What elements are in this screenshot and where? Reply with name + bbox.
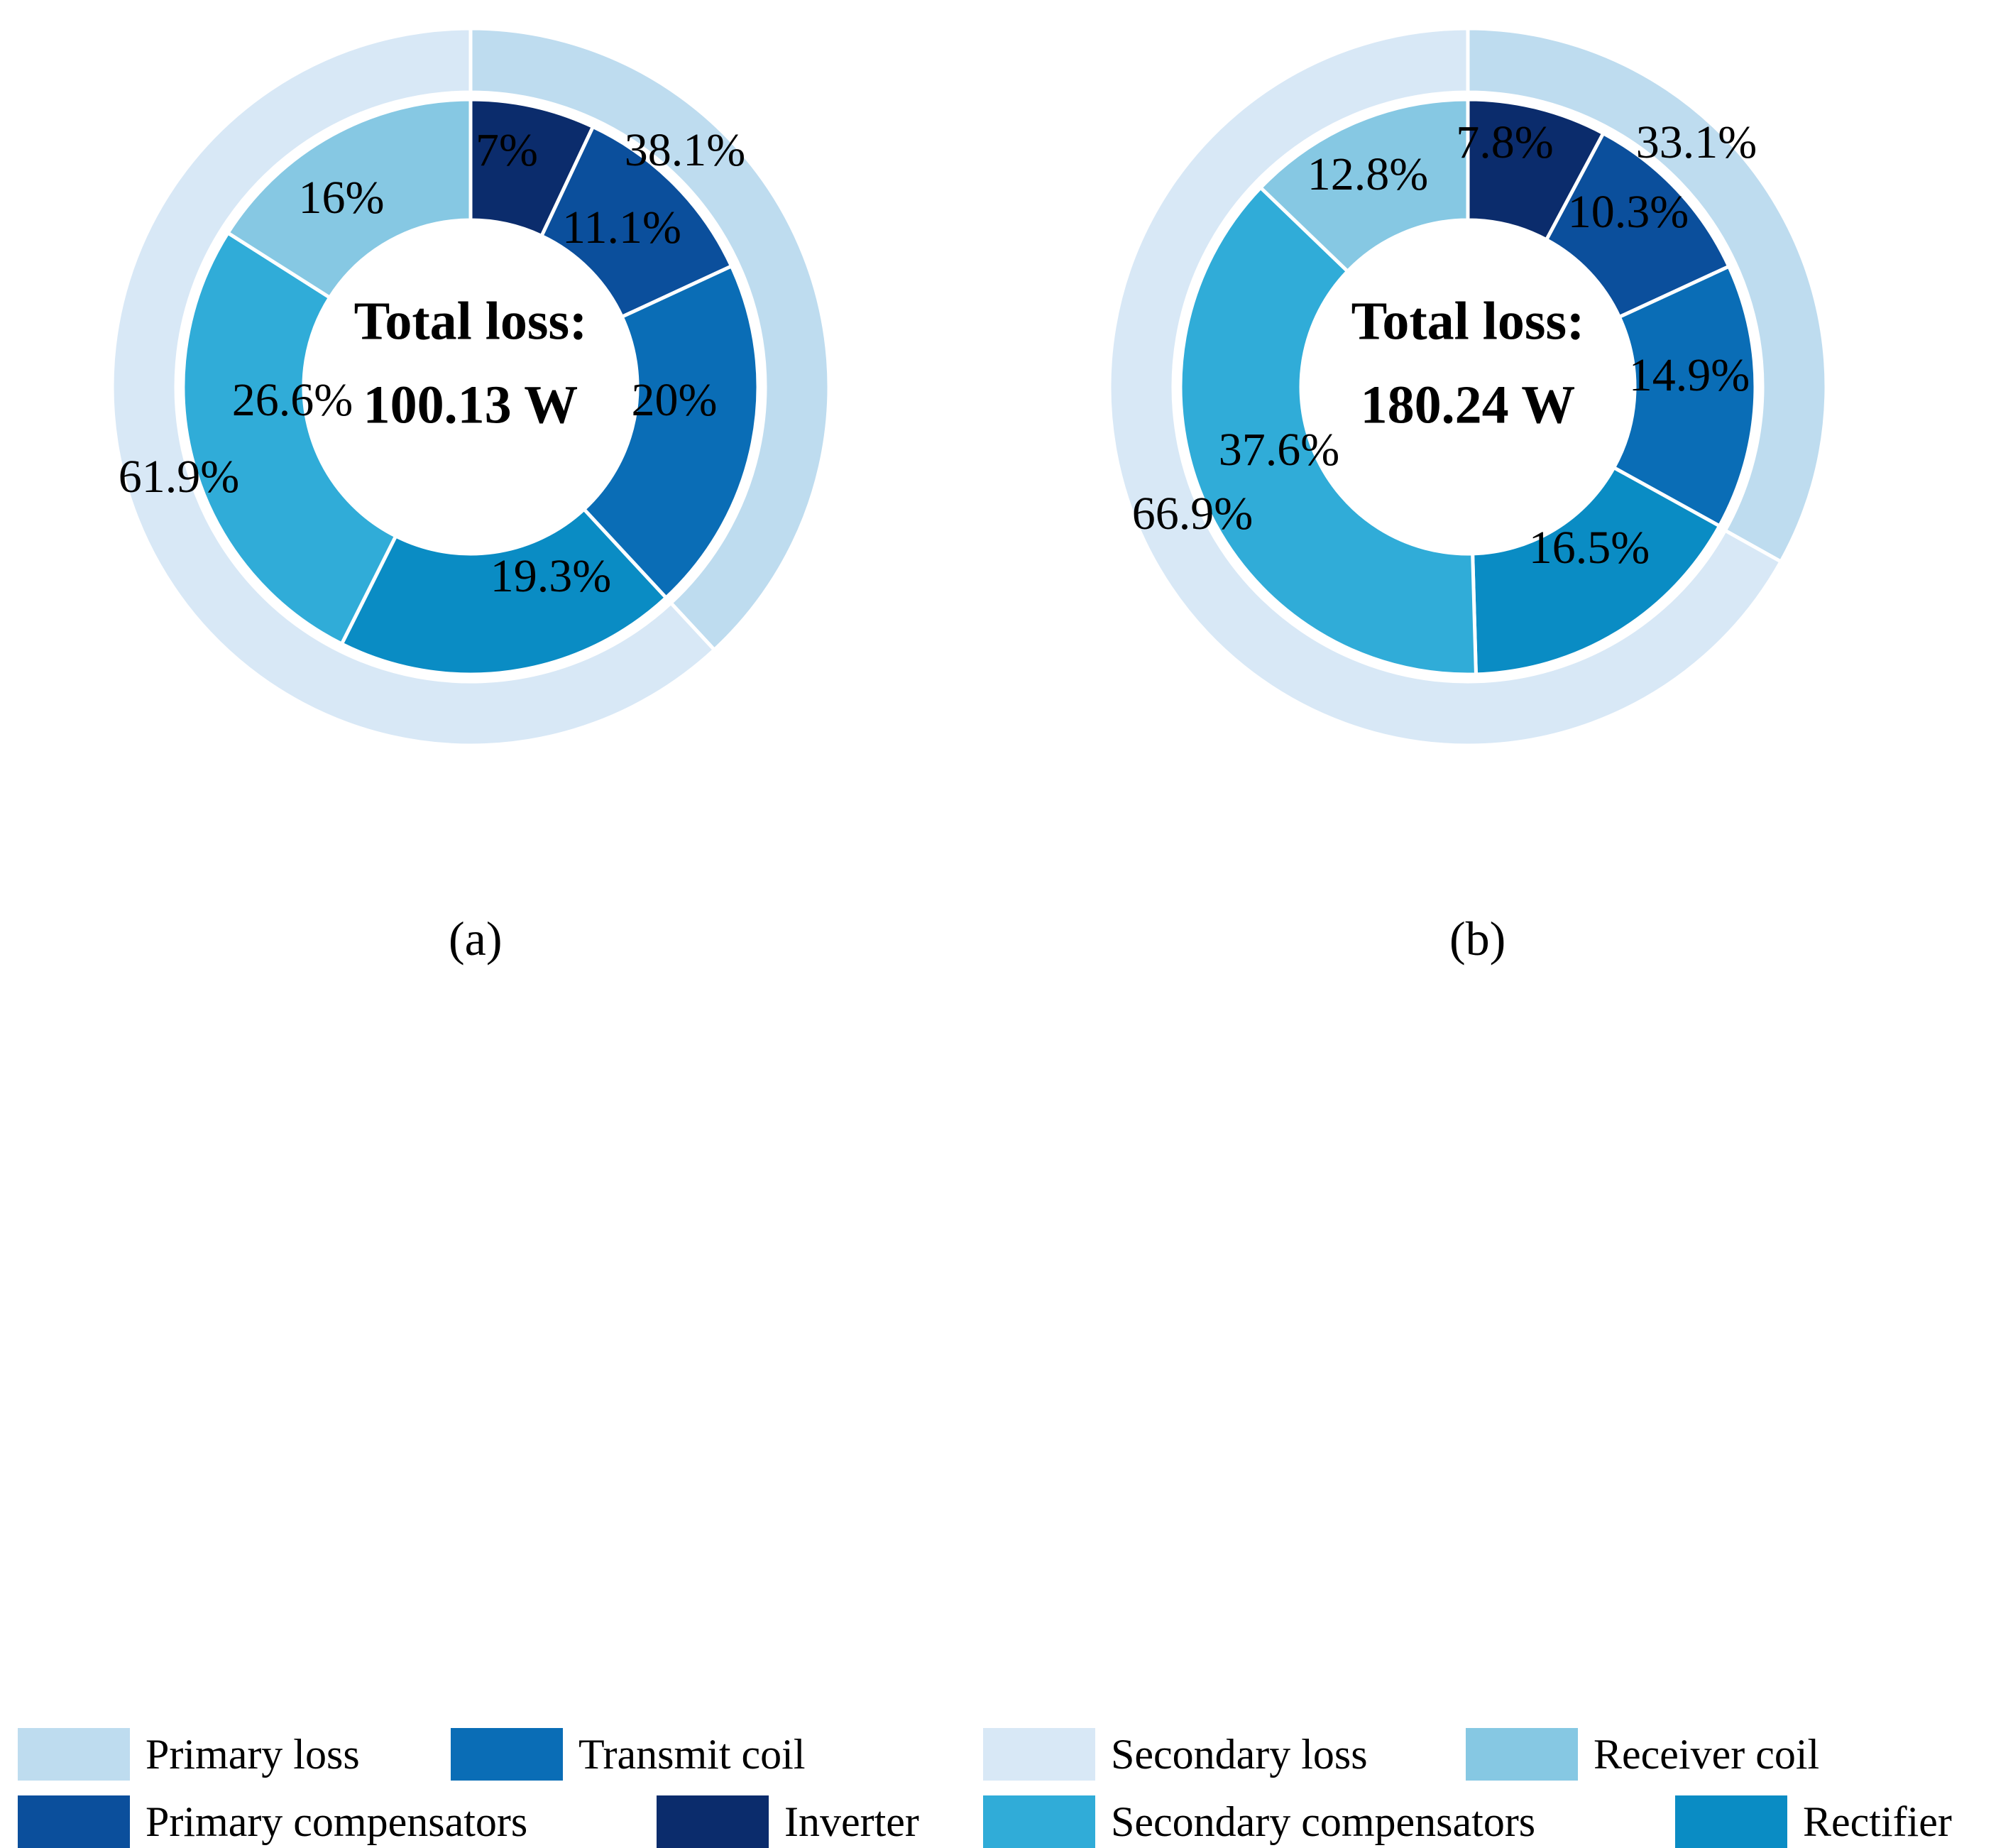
legend-label-primary-compensators: Primary compensators xyxy=(146,1798,528,1845)
data-label-rectifier: 19.3% xyxy=(490,550,611,602)
legend-item-primary-loss: Primary loss xyxy=(18,1728,360,1781)
legend-item-primary-compensators: Primary compensators xyxy=(18,1795,527,1848)
outer-slice-secondary-loss xyxy=(110,26,717,748)
data-label-inverter: 7% xyxy=(476,124,538,176)
data-label-transmit-coil: 14.9% xyxy=(1629,349,1750,401)
legend-swatch-rectifier xyxy=(1675,1795,1787,1848)
outer-slice-primary-loss xyxy=(1466,26,1828,564)
legend-swatch-receiver-coil xyxy=(1466,1728,1578,1781)
inner-slice-rectifier xyxy=(1471,465,1722,677)
data-label-secondary-compensators: 37.6% xyxy=(1219,424,1339,476)
data-label-rectifier: 16.5% xyxy=(1529,522,1650,574)
legend-label-receiver-coil: Receiver coil xyxy=(1594,1731,1820,1778)
legend-item-transmit-coil: Transmit coil xyxy=(451,1728,805,1781)
outer-slice-primary-loss xyxy=(468,26,831,652)
legend-swatch-inverter xyxy=(657,1795,769,1848)
legend-label-transmit-coil: Transmit coil xyxy=(578,1731,806,1778)
legend-swatch-secondary-compensators xyxy=(983,1795,1095,1848)
legend-label-primary-loss: Primary loss xyxy=(146,1731,360,1778)
data-label-receiver-coil: 16% xyxy=(299,172,385,224)
center-title: Total loss: xyxy=(354,291,588,351)
donut-chart-b: 33.1% 66.9% 7.8% 10.3% 14.9% 16.5% 37.6% 12.8% T… xyxy=(1107,26,1828,748)
data-label-secondary-loss: 61.9% xyxy=(119,451,239,503)
outer-slice-secondary-loss xyxy=(1107,26,1784,748)
legend-label-secondary-loss: Secondary loss xyxy=(1111,1731,1368,1778)
inner-slice-receiver-coil xyxy=(225,97,473,300)
donut-charts-svg: 38.1% 61.9% 7% 11.1% 20% 19.3% 26.6% 16% Total l… xyxy=(110,26,1828,748)
donut-chart-a: 38.1% 61.9% 7% 11.1% 20% 19.3% 26.6% 16% Total l… xyxy=(110,26,831,748)
data-label-transmit-coil: 20% xyxy=(632,374,718,426)
legend-label-secondary-compensators: Secondary compensators xyxy=(1111,1798,1536,1845)
legend-swatch-secondary-loss xyxy=(983,1728,1095,1781)
inner-slice-transmit-coil xyxy=(581,263,760,601)
legend-label-rectifier: Rectifier xyxy=(1803,1798,1952,1845)
data-label-primary-compensators: 11.1% xyxy=(562,202,681,253)
inner-slice-transmit-coil xyxy=(1611,263,1757,529)
legend-item-receiver-coil: Receiver coil xyxy=(1466,1728,1819,1781)
legend-swatch-transmit-coil xyxy=(451,1728,563,1781)
data-label-inverter: 7.8% xyxy=(1456,116,1553,168)
center-title: Total loss: xyxy=(1351,291,1585,351)
inner-slice-secondary-compensators xyxy=(1178,185,1479,677)
legend-swatch-primary-compensators xyxy=(18,1795,130,1848)
inner-slice-secondary-compensators xyxy=(181,230,398,647)
legend-label-inverter: Inverter xyxy=(784,1798,919,1845)
legend-item-rectifier: Rectifier xyxy=(1675,1795,1952,1848)
center-total-value: 100.13 W xyxy=(363,375,578,434)
inner-slice-rectifier xyxy=(339,506,669,677)
panel-label-b: (b) xyxy=(1449,912,1506,966)
data-label-receiver-coil: 12.8% xyxy=(1307,148,1428,200)
data-label-primary-loss: 38.1% xyxy=(625,124,745,176)
data-label-secondary-compensators: 26.6% xyxy=(232,374,353,426)
legend-item-inverter: Inverter xyxy=(657,1795,919,1848)
panel-label-a: (a) xyxy=(449,912,503,966)
center-total-value: 180.24 W xyxy=(1361,375,1576,434)
legend-swatch-primary-loss xyxy=(18,1728,130,1781)
data-label-primary-compensators: 10.3% xyxy=(1568,186,1689,238)
inner-slice-receiver-coil xyxy=(1258,97,1470,274)
legend-item-secondary-loss: Secondary loss xyxy=(983,1728,1368,1781)
data-label-secondary-loss: 66.9% xyxy=(1132,488,1253,540)
figure: 38.1% 61.9% 7% 11.1% 20% 19.3% 26.6% 16% Total l… xyxy=(18,26,1952,1848)
data-label-primary-loss: 33.1% xyxy=(1636,116,1757,168)
legend-item-secondary-compensators: Secondary compensators xyxy=(983,1795,1535,1848)
